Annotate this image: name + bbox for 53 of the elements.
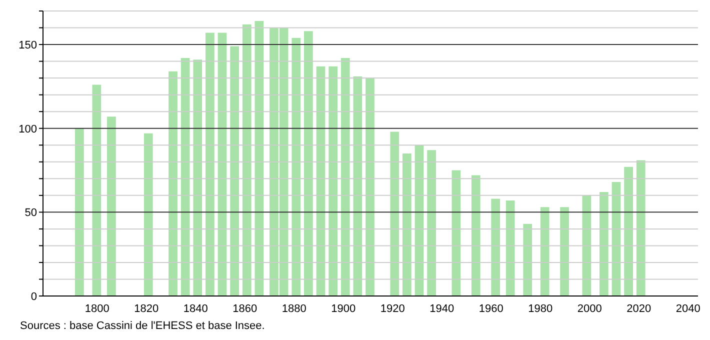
x-tick-label: 1920	[380, 302, 405, 315]
x-tick-label: 1820	[134, 302, 159, 315]
bar	[340, 58, 350, 296]
bar	[168, 71, 178, 296]
x-tick-label: 1980	[528, 302, 553, 315]
bar	[506, 200, 515, 296]
bar	[193, 60, 202, 296]
x-tick-label: 1900	[331, 302, 356, 315]
bar	[540, 207, 550, 296]
bar	[560, 207, 569, 296]
bar	[471, 175, 480, 296]
bar	[582, 195, 592, 296]
bar	[75, 128, 84, 296]
bar	[452, 170, 461, 296]
bar	[600, 192, 608, 296]
y-tick-label: 50	[24, 207, 37, 220]
source-note: Sources : base Cassini de l'EHESS et base Insee.	[20, 320, 266, 332]
bar	[242, 24, 252, 296]
bar	[206, 32, 214, 296]
x-tick-label: 1960	[478, 302, 504, 315]
bar	[316, 66, 326, 296]
bar	[218, 32, 227, 296]
x-tick-label: 2040	[676, 302, 700, 315]
bar	[353, 76, 362, 296]
bar	[612, 182, 621, 296]
bar	[292, 38, 301, 296]
bar	[254, 21, 264, 296]
bar	[427, 150, 436, 296]
bar	[107, 116, 116, 296]
bar	[414, 145, 424, 296]
x-tick-label: 1940	[430, 302, 454, 315]
bar	[390, 132, 400, 296]
x-tick-label: 1840	[183, 302, 208, 315]
x-tick-label: 1860	[232, 302, 258, 315]
bar	[402, 154, 412, 296]
bar	[624, 166, 633, 296]
bar	[491, 198, 500, 296]
bar	[304, 31, 313, 296]
bar	[523, 224, 532, 296]
y-tick-label: 150	[18, 39, 37, 52]
y-tick-label: 0	[30, 290, 37, 303]
x-tick-label: 1800	[84, 302, 110, 315]
y-tick-label: 100	[18, 123, 37, 136]
bar	[92, 84, 102, 296]
bar	[180, 58, 190, 296]
x-tick-label: 1880	[282, 302, 306, 315]
bar	[636, 160, 646, 296]
x-tick-label: 2000	[577, 302, 602, 315]
bar	[328, 66, 338, 296]
bar	[366, 78, 374, 296]
x-tick-label: 2020	[626, 302, 652, 315]
bar	[144, 133, 153, 296]
bar	[230, 46, 240, 296]
